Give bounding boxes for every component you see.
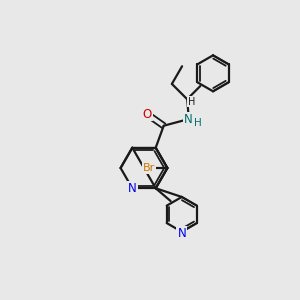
Text: O: O bbox=[142, 107, 152, 121]
Text: N: N bbox=[128, 182, 137, 195]
Text: N: N bbox=[177, 227, 186, 240]
Text: N: N bbox=[184, 113, 193, 126]
Text: H: H bbox=[188, 97, 196, 106]
Text: Br: Br bbox=[143, 163, 155, 173]
Text: H: H bbox=[194, 118, 202, 128]
